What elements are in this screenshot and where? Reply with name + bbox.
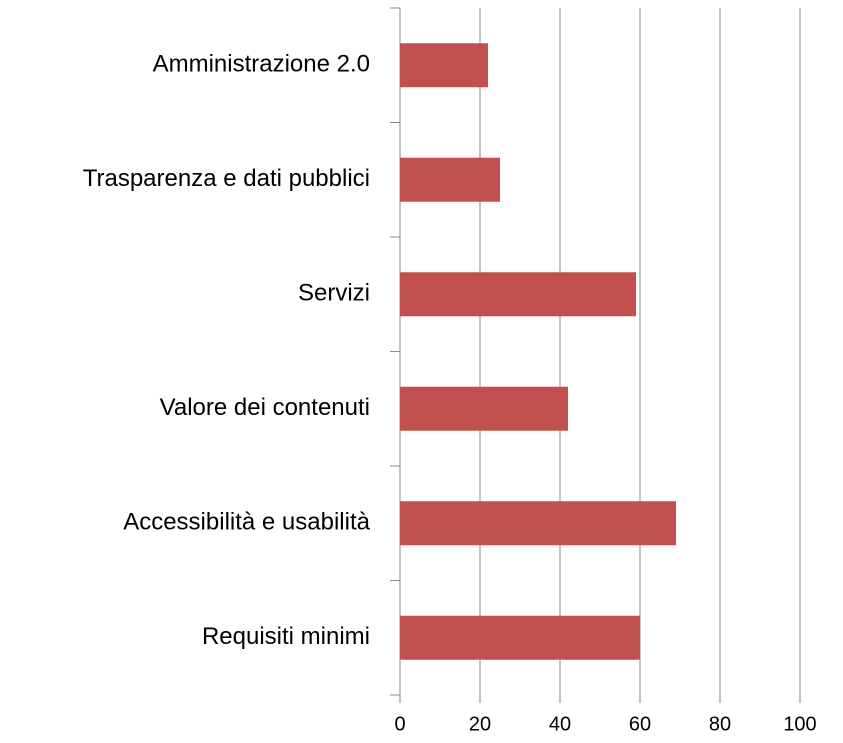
y-tick-label: Requisiti minimi (202, 623, 370, 650)
y-tick-label: Valore dei contenuti (160, 394, 370, 421)
x-tick-label: 100 (783, 713, 816, 735)
bar (400, 157, 500, 202)
x-tick-label: 60 (629, 713, 651, 735)
y-tick-label: Amministrazione 2.0 (153, 51, 370, 78)
y-tick-label: Servizi (298, 280, 370, 307)
bar (400, 386, 568, 431)
x-tick-label: 0 (394, 713, 405, 735)
y-tick-label: Accessibilità e usabilità (123, 509, 370, 536)
y-tick-label: Trasparenza e dati pubblici (83, 165, 370, 192)
bar (400, 501, 676, 546)
x-tick-label: 20 (469, 713, 491, 735)
bar (400, 43, 488, 88)
bar (400, 615, 640, 660)
x-tick-label: 40 (549, 713, 571, 735)
bar (400, 272, 636, 317)
x-tick-label: 80 (709, 713, 731, 735)
